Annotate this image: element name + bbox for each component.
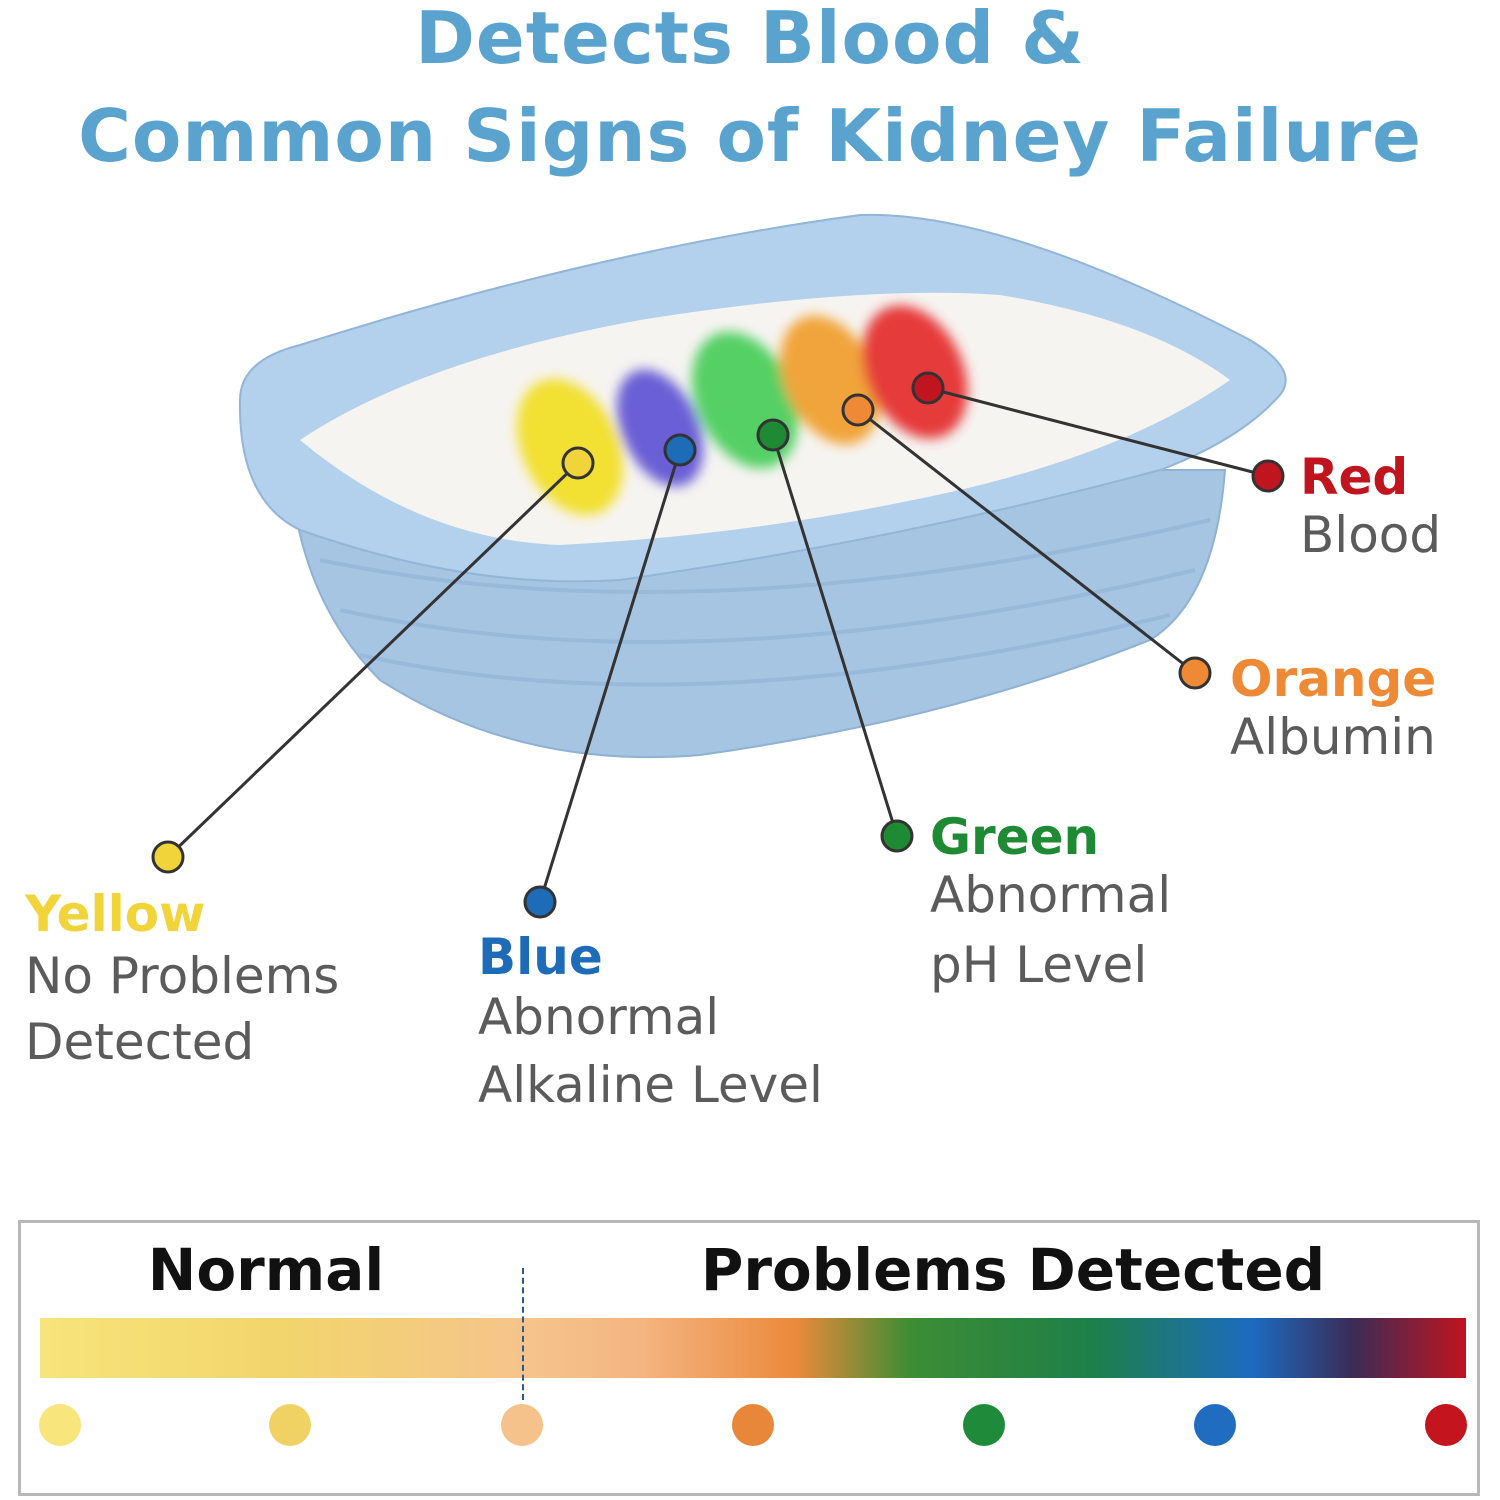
normal-threshold-divider <box>522 1268 524 1400</box>
red-marker-dot <box>911 371 945 405</box>
orange-color-name: Orange <box>1230 650 1437 708</box>
red-spot <box>862 305 968 439</box>
green-label: Green Abnormal pH Level <box>930 808 1171 994</box>
yellow-marker-dot <box>561 446 595 480</box>
green-callout-line <box>771 434 899 837</box>
yellow-spot <box>516 378 624 516</box>
blue-color-name: Blue <box>478 928 603 986</box>
color-scale-panel <box>18 1220 1480 1496</box>
blue-callout-line <box>538 449 682 903</box>
red-meaning-1: Blood <box>1300 506 1442 564</box>
orange-meaning-1: Albumin <box>1230 708 1436 766</box>
scale-swatch-dot <box>732 1404 774 1446</box>
red-label: Red Blood <box>1300 448 1441 564</box>
green-label-dot <box>880 819 914 853</box>
blue-label-dot <box>523 885 557 919</box>
green-marker-dot <box>756 418 790 452</box>
blue-label: Blue Abnormal Alkaline Level <box>478 928 823 1114</box>
scale-swatch-dot <box>39 1404 81 1446</box>
litter-box-illustration <box>151 213 1287 919</box>
yellow-meaning-1: No Problems <box>25 947 340 1005</box>
yellow-callout-line <box>166 461 580 859</box>
title-line-2: Common Signs of Kidney Failure <box>78 94 1422 178</box>
problems-detected-heading: Problems Detected <box>700 1236 1326 1304</box>
scale-swatch-dot <box>501 1404 543 1446</box>
orange-callout-line <box>857 408 1196 675</box>
yellow-meaning-2: Detected <box>25 1013 255 1071</box>
color-gradient-bar <box>40 1318 1466 1378</box>
normal-heading: Normal <box>147 1236 385 1304</box>
red-label-dot <box>1251 459 1285 493</box>
scale-swatch-dot <box>963 1404 1005 1446</box>
red-color-name: Red <box>1300 448 1409 506</box>
blue-meaning-1: Abnormal <box>478 988 720 1046</box>
scale-swatch-dot <box>1194 1404 1236 1446</box>
orange-marker-dot <box>841 393 875 427</box>
scale-swatch-dot <box>269 1404 311 1446</box>
blue-meaning-2: Alkaline Level <box>478 1056 823 1114</box>
green-color-name: Green <box>930 808 1100 866</box>
yellow-label: Yellow No Problems Detected <box>25 885 339 1071</box>
green-meaning-2: pH Level <box>930 936 1148 994</box>
orange-label: Orange Albumin <box>1230 650 1436 766</box>
orange-label-dot <box>1178 656 1212 690</box>
blue-marker-dot <box>663 433 697 467</box>
scale-swatch-dot <box>1425 1404 1467 1446</box>
yellow-label-dot <box>151 840 185 874</box>
title-line-1: Detects Blood & <box>415 0 1085 80</box>
yellow-color-name: Yellow <box>25 885 206 943</box>
green-meaning-1: Abnormal <box>930 866 1172 924</box>
red-callout-line <box>927 386 1269 478</box>
